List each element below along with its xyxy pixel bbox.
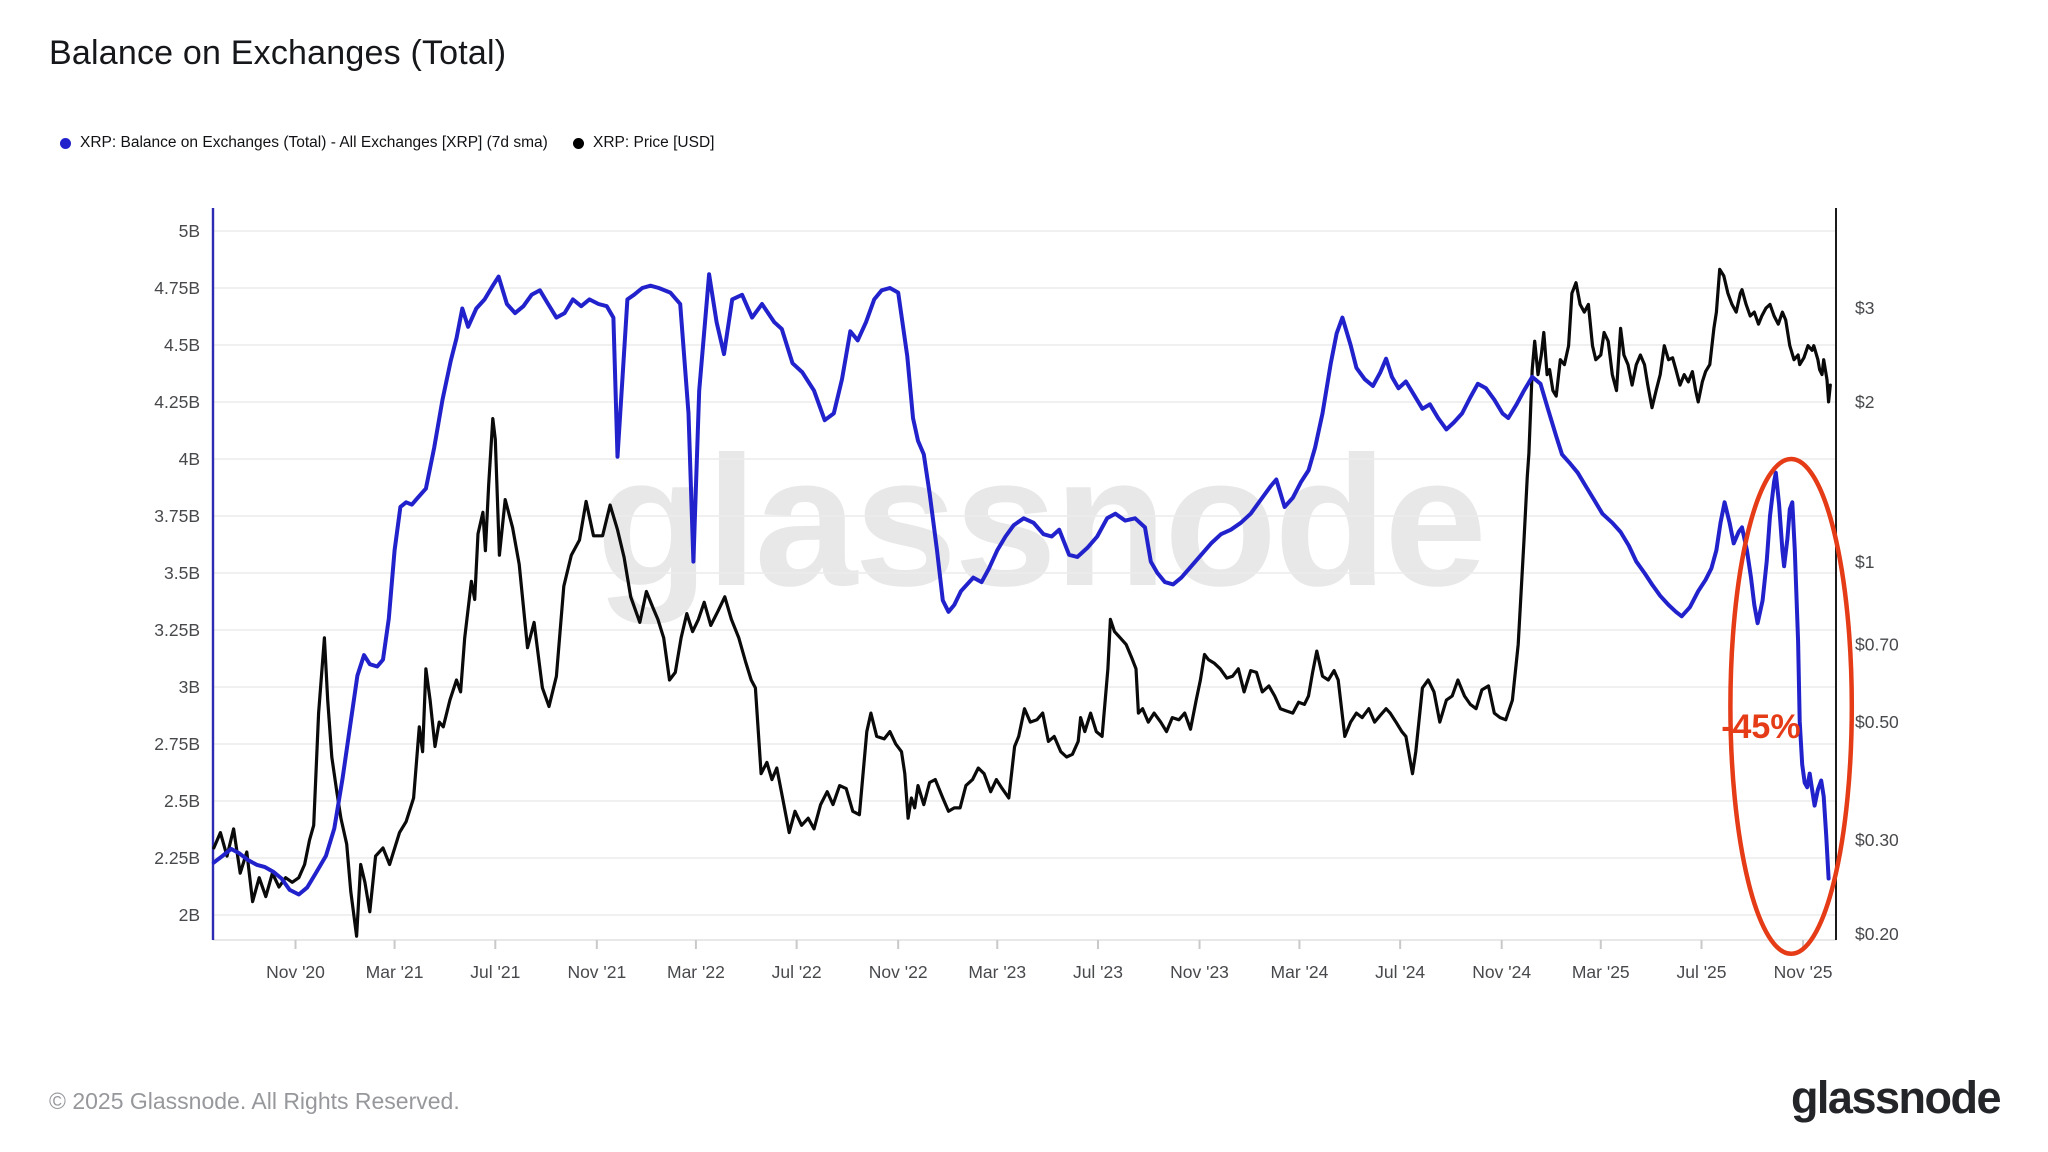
x-tick-label: Nov '22: [869, 962, 928, 982]
x-tick-label: Jul '21: [470, 962, 520, 982]
y-left-tick-label: 2.5B: [164, 791, 200, 811]
x-tick-label: Mar '24: [1271, 962, 1329, 982]
legend-item-price[interactable]: XRP: Price [USD]: [573, 132, 714, 154]
chart-legend: XRP: Balance on Exchanges (Total) - All …: [0, 132, 2048, 154]
y-left-tick-label: 4.25B: [154, 392, 200, 412]
x-tick-label: Nov '21: [567, 962, 626, 982]
price-series-dot-icon: [573, 137, 584, 149]
page-title: Balance on Exchanges (Total): [49, 34, 507, 72]
y-left-tick-label: 2B: [179, 905, 200, 925]
y-right-tick-label: $1: [1855, 552, 1874, 572]
decline-annotation-ellipse: [1728, 456, 1855, 957]
y-right-tick-label: $0.70: [1855, 634, 1899, 654]
balance-series-dot-icon: [60, 137, 71, 149]
glassnode-logo: glassnode: [1790, 1072, 2002, 1123]
y-left-tick-label: 3.5B: [164, 563, 200, 583]
y-left-tick-label: 4.5B: [164, 335, 200, 355]
x-tick-label: Jul '23: [1073, 962, 1123, 982]
decline-annotation-label: -45%: [1721, 708, 1800, 746]
y-right-tick-label: $0.20: [1855, 924, 1899, 944]
watermark: glassnode: [596, 419, 1484, 625]
balance-series-line: [211, 272, 1831, 897]
y-right-tick-label: $3: [1855, 298, 1874, 318]
y-left-tick-label: 3.25B: [154, 620, 200, 640]
legend-label-price: XRP: Price [USD]: [593, 134, 715, 151]
legend-label-balance: XRP: Balance on Exchanges (Total) - All …: [80, 134, 548, 151]
x-tick-label: Nov '20: [266, 962, 325, 982]
legend-item-balance[interactable]: XRP: Balance on Exchanges (Total) - All …: [60, 132, 548, 154]
y-left-tick-label: 4B: [179, 449, 200, 469]
x-tick-label: Nov '24: [1472, 962, 1531, 982]
x-tick-label: Mar '21: [366, 962, 424, 982]
y-left-tick-label: 3.75B: [154, 506, 200, 526]
y-left-tick-label: 5B: [179, 221, 200, 241]
y-left-tick-label: 4.75B: [154, 278, 200, 298]
y-right-tick-label: $2: [1855, 392, 1874, 412]
x-tick-label: Mar '23: [968, 962, 1026, 982]
y-left-tick-label: 2.75B: [154, 734, 200, 754]
x-tick-label: Nov '25: [1774, 962, 1833, 982]
y-right-tick-label: $0.50: [1855, 712, 1899, 732]
y-right-tick-label: $0.30: [1855, 830, 1899, 850]
x-tick-label: Jul '22: [772, 962, 822, 982]
x-tick-label: Mar '22: [667, 962, 725, 982]
price-series-line: [212, 267, 1832, 938]
x-tick-label: Mar '25: [1572, 962, 1630, 982]
y-left-tick-label: 3B: [179, 677, 200, 697]
x-tick-label: Nov '23: [1170, 962, 1229, 982]
y-left-tick-label: 2.25B: [154, 848, 200, 868]
x-tick-label: Jul '24: [1375, 962, 1425, 982]
footer-copyright: © 2025 Glassnode. All Rights Reserved.: [49, 1088, 460, 1114]
x-tick-label: Jul '25: [1676, 962, 1726, 982]
